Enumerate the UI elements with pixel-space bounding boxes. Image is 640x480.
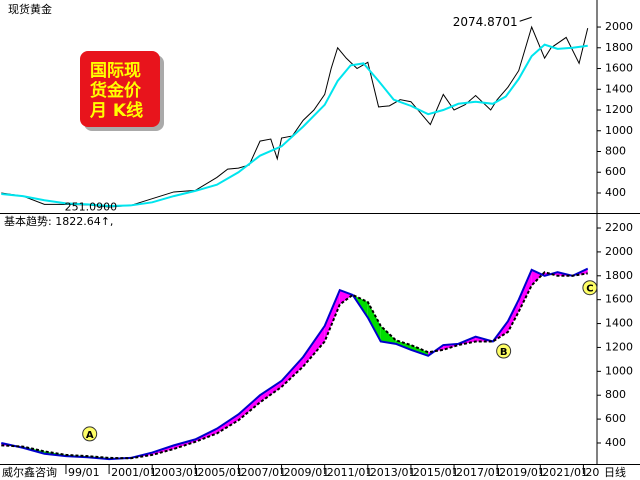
y-tick-label: 2000	[605, 20, 633, 33]
y-tick-label: 1600	[605, 293, 633, 306]
trend-band	[410, 345, 429, 356]
x-tick-label: 2017/01	[456, 466, 502, 479]
y-tick-label: 400	[605, 436, 626, 449]
annotation: 2074.8701	[453, 15, 518, 29]
y-tick-label: 400	[605, 186, 626, 199]
trend-band	[303, 325, 325, 367]
y-tick-label: 1200	[605, 340, 633, 353]
y-tick-label: 1000	[605, 124, 633, 137]
y-tick-label: 1400	[605, 317, 633, 330]
trend-band	[507, 299, 519, 332]
y-tick-label: 1600	[605, 62, 633, 75]
trend-band	[531, 269, 545, 286]
x-tick-label: 2011/01	[327, 466, 373, 479]
y-tick-label: 1400	[605, 82, 633, 95]
trend-band	[260, 380, 282, 403]
marker	[496, 343, 512, 359]
top-title: 现货黄金	[8, 2, 52, 16]
y-tick-label: 600	[605, 412, 626, 425]
bottom-title: 基本趋势: 1822.64↑,	[4, 214, 113, 228]
marker-label: A	[86, 430, 94, 441]
trend-band	[324, 290, 340, 342]
y-tick-label: 800	[605, 388, 626, 401]
y-tick-label: 2200	[605, 221, 633, 234]
period-label: 日线	[604, 465, 626, 479]
x-tick-label: 2019/01	[499, 466, 545, 479]
x-tick-label: 2021/01	[542, 466, 588, 479]
annotation-arrow	[519, 16, 532, 22]
y-tick-label: 1200	[605, 103, 633, 116]
x-tick-label: 99/01	[68, 466, 100, 479]
source-label: 威尔鑫咨询	[2, 465, 57, 479]
x-tick-label: 2009/01	[284, 466, 330, 479]
y-tick-label: 1000	[605, 364, 633, 377]
series-line	[1, 25, 589, 208]
y-tick-label: 1800	[605, 269, 633, 282]
logo-box	[80, 51, 160, 127]
series-line	[1, 43, 588, 207]
marker-label: B	[500, 347, 508, 358]
x-tick-label: 2003/01	[154, 466, 200, 479]
logo-line: 月 K线	[89, 100, 143, 121]
x-tick-label: 20	[585, 466, 599, 479]
marker	[582, 280, 598, 296]
marker-label: C	[586, 284, 593, 295]
trend-band	[238, 395, 261, 421]
trend-band	[518, 269, 532, 312]
annotation: 251.0900	[65, 200, 118, 213]
x-tick-label: 2005/01	[197, 466, 243, 479]
x-tick-label: 2007/01	[240, 466, 286, 479]
x-tick-label: 2015/01	[413, 466, 459, 479]
logo: 国际现 货金价 月 K线	[80, 51, 164, 131]
trend-band	[281, 356, 304, 387]
y-tick-label: 600	[605, 165, 626, 178]
series-line	[1, 271, 588, 460]
trend-band	[380, 325, 396, 344]
logo-line: 货金价	[90, 80, 142, 101]
marker	[82, 426, 98, 442]
logo-line: 国际现	[90, 61, 141, 81]
series-line	[1, 267, 589, 461]
y-tick-label: 1800	[605, 41, 633, 54]
y-tick-label: 2000	[605, 245, 633, 258]
y-tick-label: 800	[605, 144, 626, 157]
trend-band	[367, 302, 381, 342]
x-tick-label: 2013/01	[370, 466, 416, 479]
x-tick-label: 2001/01	[111, 466, 157, 479]
